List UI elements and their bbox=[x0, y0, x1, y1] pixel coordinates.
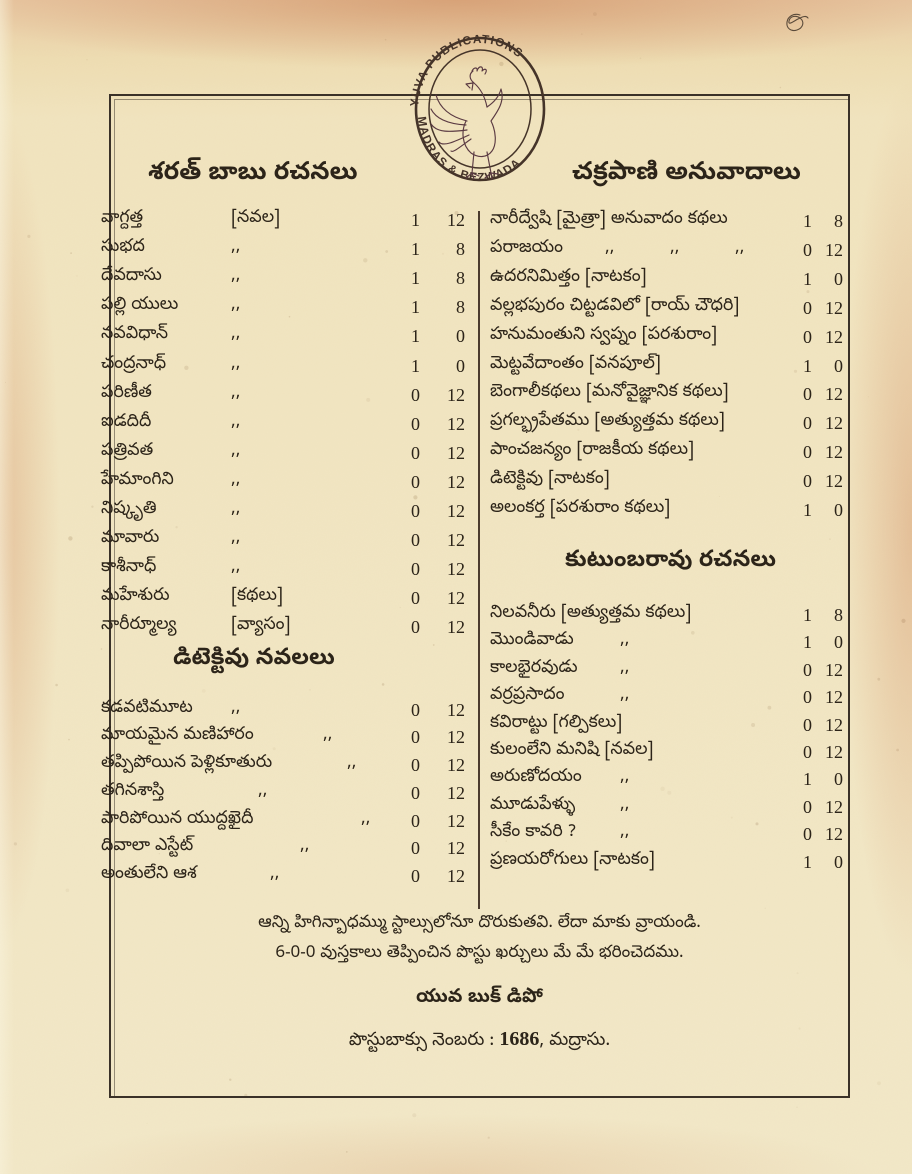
svg-text:YUVA PUBLICATIONS: YUVA PUBLICATIONS bbox=[410, 32, 526, 107]
